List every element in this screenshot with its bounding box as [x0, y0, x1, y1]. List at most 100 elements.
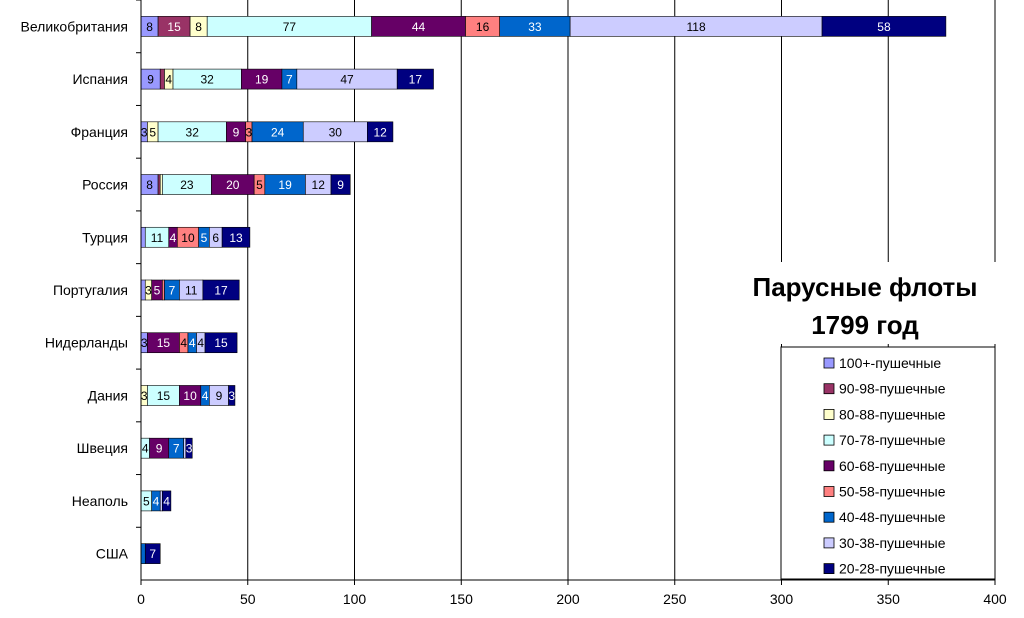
- data-label: 7: [173, 442, 180, 456]
- x-tick-label: 350: [877, 591, 901, 607]
- data-label: 12: [373, 125, 387, 139]
- data-label: 8: [195, 20, 202, 34]
- data-label: 3: [141, 389, 148, 403]
- x-tick-label: 100: [343, 591, 367, 607]
- x-tick-label: 250: [663, 591, 687, 607]
- data-label: 11: [185, 284, 198, 298]
- legend-label: 50-58-пушечные: [839, 484, 946, 500]
- legend-swatch: [823, 563, 835, 574]
- legend-label: 100+-пушечные: [839, 355, 941, 371]
- data-label: 16: [476, 20, 490, 34]
- data-label: 44: [412, 20, 426, 34]
- data-label: 23: [180, 178, 194, 192]
- data-label: 3: [228, 389, 235, 403]
- legend-label: 80-88-пушечные: [839, 406, 946, 422]
- legend-label: 90-98-пушечные: [839, 381, 946, 397]
- data-label: 11: [151, 231, 164, 245]
- bar-segment: [144, 543, 161, 564]
- legend-swatch: [823, 537, 835, 549]
- bar-segment: [185, 437, 193, 459]
- data-label: 12: [312, 178, 326, 192]
- data-label: 4: [202, 389, 209, 403]
- data-label: 32: [201, 73, 215, 87]
- legend-label: 70-78-пушечные: [839, 432, 946, 448]
- bar-segment: [396, 68, 434, 90]
- data-label: 15: [214, 336, 228, 350]
- data-label: 3: [245, 125, 252, 139]
- data-label: 3: [141, 125, 148, 139]
- chart-title-line-2: 1799 год: [811, 310, 919, 340]
- bars: 8 15 8 77 44 16 33 118 589 4 32 19 7 47 173 5 32 9 3 24 30 12…: [140, 16, 947, 564]
- data-label: 3: [145, 284, 152, 298]
- legend-label: 40-48-пушечные: [839, 509, 946, 525]
- data-label: 77: [283, 20, 297, 34]
- category-label: Россия: [82, 177, 128, 193]
- legend-swatch: [823, 383, 835, 395]
- data-label: 19: [278, 178, 292, 192]
- bar-segment: [204, 332, 238, 354]
- bar-segment: [228, 385, 236, 406]
- data-label: 32: [186, 125, 200, 139]
- data-label: 19: [255, 73, 269, 87]
- data-label: 9: [147, 73, 154, 87]
- legend-label: 30-38-пушечные: [839, 535, 946, 551]
- legend-label: 60-68-пушечные: [839, 458, 946, 474]
- data-label: 4: [153, 494, 160, 508]
- data-label: 8: [146, 20, 153, 34]
- category-label: США: [96, 546, 129, 562]
- data-label: 5: [154, 284, 161, 298]
- bar-segment: [221, 226, 251, 248]
- category-label: Неаполь: [72, 493, 128, 509]
- bar-segment: [162, 490, 172, 512]
- bar-segment: [367, 121, 394, 143]
- data-label: 47: [340, 73, 354, 87]
- bar-segment: [140, 226, 146, 248]
- data-label: 30: [329, 125, 343, 139]
- bar-segment: [202, 279, 240, 301]
- data-label: 3: [141, 336, 148, 350]
- data-label: 4: [163, 494, 170, 508]
- category-label: Великобритания: [20, 18, 128, 34]
- bar-segment: [159, 174, 163, 195]
- legend-swatch: [823, 511, 835, 523]
- data-label: 9: [337, 178, 344, 192]
- category-label: Испания: [72, 71, 128, 87]
- data-label: 17: [214, 284, 228, 298]
- data-label: 4: [170, 231, 177, 245]
- bar-segment: [162, 279, 165, 301]
- chart-title-line-1: Парусные флоты: [753, 272, 978, 302]
- x-tick-label: 400: [983, 591, 1007, 607]
- x-axis: 0 50 100 150 200 250 300 350 400: [137, 0, 1007, 607]
- data-label: 15: [157, 336, 171, 350]
- legend-swatch: [823, 408, 835, 420]
- data-label: 118: [687, 20, 706, 34]
- data-label: 9: [216, 389, 223, 403]
- category-label: Турция: [82, 229, 128, 245]
- data-label: 5: [143, 494, 150, 508]
- legend: 100+-пушечные 90-98-пушечные 80-88-пушечны…: [780, 346, 996, 580]
- data-label: 4: [189, 336, 196, 350]
- category-label: Франция: [71, 124, 128, 140]
- data-label: 8: [146, 178, 153, 192]
- x-tick-label: 300: [770, 591, 794, 607]
- x-tick-label: 150: [450, 591, 474, 607]
- x-tick-label: 50: [240, 591, 256, 607]
- data-label: 17: [409, 73, 423, 87]
- bar-segment: [140, 543, 146, 564]
- bar-segment: [157, 174, 161, 195]
- bar-segment: [330, 174, 351, 195]
- data-label: 7: [149, 547, 156, 561]
- legend-swatch: [823, 434, 835, 446]
- bar-segment: [159, 68, 165, 90]
- data-label: 3: [186, 442, 193, 456]
- legend-swatch: [823, 460, 835, 472]
- category-label: Португалия: [53, 282, 128, 298]
- title-background: [730, 262, 1000, 344]
- data-label: 9: [156, 442, 163, 456]
- data-label: 10: [183, 389, 197, 403]
- data-label: 15: [167, 20, 181, 34]
- data-label: 4: [142, 442, 149, 456]
- data-label: 24: [271, 125, 285, 139]
- data-label: 4: [165, 73, 172, 87]
